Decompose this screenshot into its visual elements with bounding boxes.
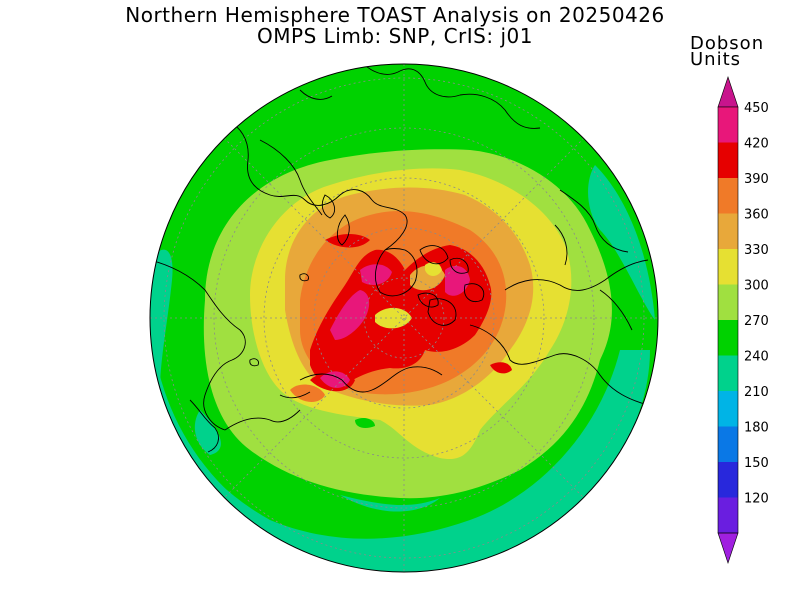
colorbar-swatch [718,249,738,285]
colorbar-max-arrow [717,76,739,108]
colorbar-tick-label: 330 [744,243,769,258]
map-subtitle: OMPS Limb: SNP, CrIS: j01 [257,24,533,48]
colorbar-tick-label: 120 [744,492,769,507]
graticule [150,64,658,572]
colorbar-swatch [718,391,738,427]
map-boundary [149,63,659,573]
colorbar-swatch [718,462,738,498]
coastlines [150,64,649,453]
units-line-2: Units [690,49,742,70]
colorbar-tick-label: 270 [744,314,769,329]
colorbar-swatch [718,320,738,356]
colorbar-tick-label: 210 [744,385,769,400]
units-line-1: Dobson [690,33,765,54]
colorbar-tick-label: 180 [744,421,769,436]
colorbar-tick-label: 390 [744,172,769,187]
colorbar-swatch [718,355,738,391]
colorbar-swatch [718,284,738,320]
units-label: Dobson Units [690,33,765,70]
colorbar-swatch [718,213,738,249]
colorbar-tick-label: 420 [744,137,769,152]
colorbar-frame [717,106,739,534]
colorbar-swatch [718,107,738,143]
colorbar-tick-label: 300 [744,279,769,294]
colorbar-swatch [718,497,738,533]
colorbar-tick-label: 240 [744,350,769,365]
colorbar-swatch [718,178,738,214]
colorbar-swatch [718,426,738,462]
colorbar-min-arrow [717,532,739,564]
map-title: Northern Hemisphere TOAST Analysis on 20… [125,3,665,27]
colorbar-swatch [718,142,738,178]
colorbar-tick-label: 450 [744,101,769,116]
colorbar-tick-label: 150 [744,456,769,471]
colorbar-tick-label: 360 [744,208,769,223]
ozone-field [150,64,658,572]
